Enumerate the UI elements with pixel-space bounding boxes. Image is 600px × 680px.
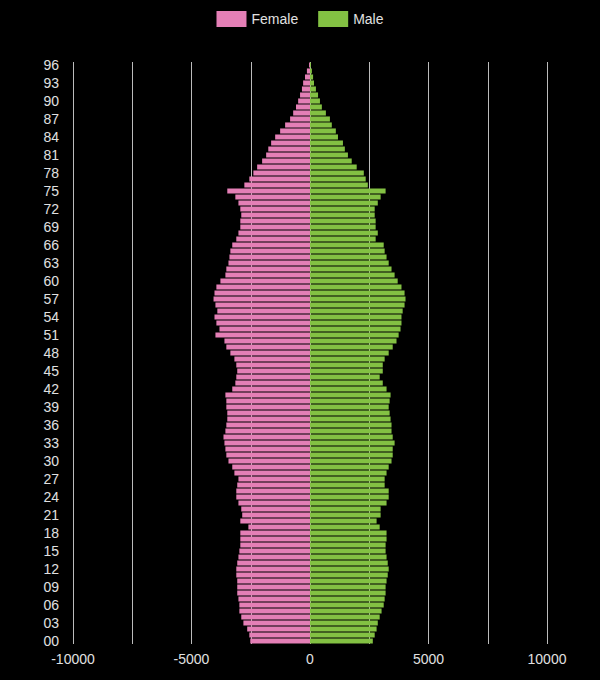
svg-text:5000: 5000	[413, 651, 444, 667]
svg-text:78: 78	[43, 165, 59, 181]
svg-text:10000: 10000	[528, 651, 567, 667]
svg-text:Female: Female	[251, 11, 298, 27]
svg-text:57: 57	[43, 291, 59, 307]
svg-text:51: 51	[43, 327, 59, 343]
svg-text:Male: Male	[353, 11, 384, 27]
svg-text:-10000: -10000	[51, 651, 95, 667]
svg-text:75: 75	[43, 183, 59, 199]
svg-text:81: 81	[43, 147, 59, 163]
svg-text:39: 39	[43, 399, 59, 415]
svg-text:12: 12	[43, 561, 59, 577]
svg-text:72: 72	[43, 201, 59, 217]
svg-text:06: 06	[43, 597, 59, 613]
svg-text:42: 42	[43, 381, 59, 397]
svg-text:00: 00	[43, 633, 59, 649]
svg-text:33: 33	[43, 435, 59, 451]
svg-text:24: 24	[43, 489, 59, 505]
svg-text:69: 69	[43, 219, 59, 235]
svg-text:09: 09	[43, 579, 59, 595]
svg-text:60: 60	[43, 273, 59, 289]
svg-text:27: 27	[43, 471, 59, 487]
svg-text:90: 90	[43, 93, 59, 109]
svg-text:45: 45	[43, 363, 59, 379]
svg-text:87: 87	[43, 111, 59, 127]
svg-text:15: 15	[43, 543, 59, 559]
svg-text:93: 93	[43, 75, 59, 91]
svg-text:63: 63	[43, 255, 59, 271]
svg-text:0: 0	[306, 651, 314, 667]
svg-text:18: 18	[43, 525, 59, 541]
svg-text:54: 54	[43, 309, 59, 325]
svg-text:36: 36	[43, 417, 59, 433]
svg-text:30: 30	[43, 453, 59, 469]
svg-text:-5000: -5000	[174, 651, 210, 667]
svg-text:48: 48	[43, 345, 59, 361]
svg-text:03: 03	[43, 615, 59, 631]
svg-text:66: 66	[43, 237, 59, 253]
svg-text:96: 96	[43, 57, 59, 73]
svg-text:84: 84	[43, 129, 59, 145]
svg-text:21: 21	[43, 507, 59, 523]
